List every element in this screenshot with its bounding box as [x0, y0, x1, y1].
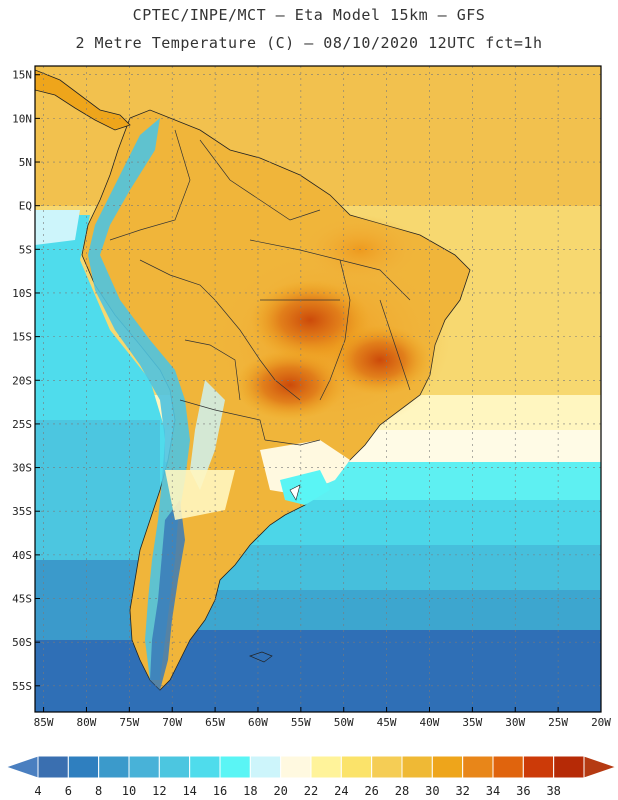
- colorbar-swatch: [340, 755, 373, 779]
- central-america-land: [35, 69, 131, 131]
- latitude-label: 10S: [12, 287, 32, 300]
- colorbar-swatch: [371, 755, 403, 779]
- longitude-label: 35W: [462, 716, 482, 729]
- longitude-label: 30W: [505, 716, 525, 729]
- latitude-label: 25S: [12, 418, 32, 431]
- colorbar-label: 20: [273, 784, 287, 798]
- colorbar-label: 14: [182, 784, 196, 798]
- latitude-label: 45S: [12, 593, 32, 606]
- colorbar-swatch: [128, 755, 160, 779]
- colorbar-swatch: [462, 755, 494, 779]
- longitude-label: 20W: [591, 716, 611, 729]
- colorbar-label: 24: [334, 784, 348, 798]
- lat-lon-grid: [35, 66, 601, 712]
- map-frame: [34, 65, 602, 713]
- longitude-label: 85W: [34, 716, 54, 729]
- latitude-axis: 15N 10N 5N EQ 5S 10S 15S 20S 25S 30S 35S 40S 45S 50S 5…: [12, 69, 40, 693]
- latitude-label: 5S: [19, 243, 32, 256]
- falklands: [249, 651, 273, 663]
- longitude-label: 65W: [205, 716, 225, 729]
- colorbar-swatch: [67, 755, 100, 779]
- latitude-label: 50S: [12, 636, 32, 649]
- latitude-label: EQ: [19, 200, 32, 213]
- colorbar-swatch: [553, 755, 585, 779]
- latitude-label: 30S: [12, 462, 32, 475]
- latitude-label: 15N: [12, 69, 32, 82]
- longitude-label: 55W: [291, 716, 311, 729]
- colorbar-swatch: [280, 755, 312, 779]
- colorbar-label: 6: [65, 784, 72, 798]
- pacific-band-20: [35, 210, 80, 245]
- colorbar-min-arrow: [4, 755, 39, 779]
- colorbar-swatch: [189, 755, 221, 779]
- latitude-label: 15S: [12, 331, 32, 344]
- latitude-label: 5N: [19, 156, 32, 169]
- colorbar-label: 16: [213, 784, 227, 798]
- latitude-label: 10N: [12, 112, 32, 125]
- colorbar-label: 26: [364, 784, 378, 798]
- longitude-label: 80W: [77, 716, 97, 729]
- colorbar-label: 36: [516, 784, 530, 798]
- longitude-label: 25W: [548, 716, 568, 729]
- colorbar-label: 4: [34, 784, 41, 798]
- longitude-label: 75W: [119, 716, 139, 729]
- colorbar-swatch: [249, 755, 282, 779]
- colorbar-label: 18: [243, 784, 257, 798]
- title-line-1: CPTEC/INPE/MCT – Eta Model 15km – GFS: [132, 6, 486, 24]
- longitude-label: 45W: [377, 716, 397, 729]
- colorbar-label: 12: [152, 784, 166, 798]
- colorbar-label: 30: [425, 784, 439, 798]
- colorbar-swatch: [158, 755, 191, 779]
- colorbar-label: 38: [546, 784, 560, 798]
- colorbar-label: 34: [486, 784, 500, 798]
- colorbar-label: 22: [304, 784, 318, 798]
- colorbar-label: 10: [122, 784, 136, 798]
- colorbar-swatch: [431, 755, 464, 779]
- colorbar-swatch: [37, 755, 69, 779]
- colorbar-label: 8: [95, 784, 102, 798]
- colorbar-label: 28: [395, 784, 409, 798]
- title-line-2: 2 Metre Temperature (C) – 08/10/2020 12U…: [75, 34, 543, 52]
- colorbar-swatch: [522, 755, 555, 779]
- colorbar-max-arrow: [583, 755, 618, 779]
- colorbar-swatch: [401, 755, 433, 779]
- colorbar-swatch: [219, 755, 251, 779]
- latitude-label: 20S: [12, 374, 32, 387]
- latitude-label: 55S: [12, 680, 32, 693]
- map-field: [35, 66, 601, 712]
- longitude-axis: 85W 80W 75W 70W 65W 60W 55W 50W 45W 40W 35W 30W 25W 2…: [34, 707, 611, 729]
- colorbar: 4 6 8 10 12 14 16 18 20 22 24 26 28 30 32 34 36 38: [4, 755, 618, 798]
- colorbar-swatch: [98, 755, 130, 779]
- latitude-label: 40S: [12, 549, 32, 562]
- country-borders: [109, 129, 411, 446]
- longitude-label: 70W: [162, 716, 182, 729]
- colorbar-swatch: [492, 755, 524, 779]
- longitude-label: 40W: [420, 716, 440, 729]
- longitude-label: 50W: [334, 716, 354, 729]
- colorbar-swatch: [310, 755, 342, 779]
- colorbar-label: 32: [455, 784, 469, 798]
- longitude-label: 60W: [248, 716, 268, 729]
- latitude-label: 35S: [12, 505, 32, 518]
